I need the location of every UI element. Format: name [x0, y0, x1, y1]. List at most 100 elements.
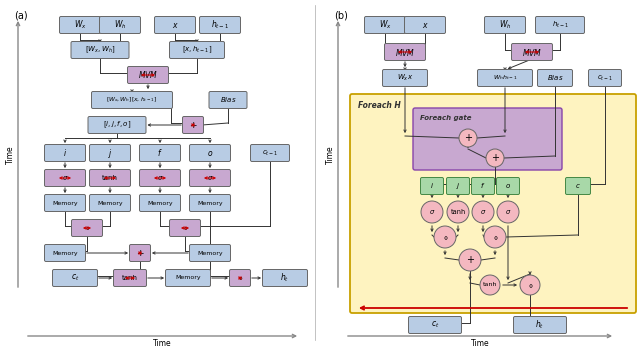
Circle shape: [497, 201, 519, 223]
Text: $j$: $j$: [108, 147, 113, 159]
Text: $\sigma$: $\sigma$: [429, 208, 435, 216]
Text: Memory: Memory: [52, 200, 78, 206]
Text: $h_t$: $h_t$: [536, 319, 545, 331]
Text: $W_h h_{t-1}$: $W_h h_{t-1}$: [493, 73, 517, 82]
Circle shape: [472, 201, 494, 223]
FancyBboxPatch shape: [189, 195, 230, 212]
FancyBboxPatch shape: [408, 316, 461, 333]
FancyBboxPatch shape: [90, 169, 131, 187]
Text: $[x, h_{t-1}]$: $[x, h_{t-1}]$: [182, 45, 212, 55]
Circle shape: [480, 275, 500, 295]
FancyBboxPatch shape: [404, 16, 445, 33]
FancyBboxPatch shape: [413, 108, 562, 170]
Text: $\circ$: $\circ$: [527, 280, 533, 290]
Text: tanh: tanh: [451, 209, 466, 215]
Circle shape: [459, 249, 481, 271]
Text: $MVM$: $MVM$: [522, 47, 542, 57]
Text: $MVM$: $MVM$: [138, 70, 158, 80]
FancyBboxPatch shape: [230, 269, 250, 286]
Circle shape: [447, 201, 469, 223]
Text: tanh: tanh: [483, 283, 497, 287]
Text: $o$: $o$: [207, 149, 213, 158]
FancyBboxPatch shape: [536, 16, 584, 33]
FancyBboxPatch shape: [170, 220, 200, 237]
Text: $W_h$: $W_h$: [114, 19, 126, 31]
FancyBboxPatch shape: [92, 92, 173, 109]
Circle shape: [520, 275, 540, 295]
Text: $j$: $j$: [456, 181, 460, 191]
Text: $f$: $f$: [157, 148, 163, 158]
Text: $c_{t-1}$: $c_{t-1}$: [262, 148, 278, 158]
Text: Foreach H: Foreach H: [358, 101, 401, 110]
FancyBboxPatch shape: [513, 316, 566, 333]
Text: $c_t$: $c_t$: [71, 273, 79, 283]
FancyBboxPatch shape: [200, 16, 241, 33]
Text: $c_{t-1}$: $c_{t-1}$: [597, 73, 613, 82]
FancyBboxPatch shape: [350, 94, 636, 313]
Circle shape: [484, 226, 506, 248]
Text: Memory: Memory: [97, 200, 123, 206]
Text: $f$: $f$: [481, 182, 486, 190]
FancyBboxPatch shape: [140, 169, 180, 187]
FancyBboxPatch shape: [127, 66, 168, 84]
FancyBboxPatch shape: [420, 177, 444, 195]
Text: $\circ$: $\circ$: [182, 223, 188, 232]
Text: Memory: Memory: [52, 251, 78, 255]
FancyBboxPatch shape: [484, 16, 525, 33]
Text: $\circ$: $\circ$: [442, 232, 448, 242]
FancyBboxPatch shape: [140, 195, 180, 212]
Circle shape: [459, 129, 477, 147]
FancyBboxPatch shape: [250, 144, 289, 161]
Text: Memory: Memory: [147, 200, 173, 206]
Text: $W_x x$: $W_x x$: [397, 73, 413, 83]
Text: $c$: $c$: [575, 182, 581, 190]
FancyBboxPatch shape: [497, 177, 520, 195]
FancyBboxPatch shape: [385, 44, 426, 61]
FancyBboxPatch shape: [90, 195, 131, 212]
FancyBboxPatch shape: [182, 117, 204, 134]
Text: Foreach gate: Foreach gate: [420, 115, 472, 121]
FancyBboxPatch shape: [477, 70, 532, 87]
FancyBboxPatch shape: [447, 177, 470, 195]
Text: $[W_x, W_h]$: $[W_x, W_h]$: [84, 45, 115, 55]
Text: $\sigma$: $\sigma$: [207, 174, 213, 182]
Text: Time: Time: [6, 146, 15, 164]
Circle shape: [434, 226, 456, 248]
FancyBboxPatch shape: [189, 245, 230, 261]
FancyBboxPatch shape: [262, 269, 307, 286]
FancyBboxPatch shape: [45, 144, 86, 161]
Text: $h_t$: $h_t$: [280, 272, 289, 284]
Text: $W_x$: $W_x$: [379, 19, 392, 31]
Text: $i$: $i$: [430, 182, 434, 190]
Text: $h_{t-1}$: $h_{t-1}$: [552, 20, 568, 30]
Circle shape: [486, 149, 504, 167]
Text: Memory: Memory: [197, 200, 223, 206]
Text: $\sigma$: $\sigma$: [61, 174, 68, 182]
Text: $\circ$: $\circ$: [84, 223, 90, 232]
Text: +: +: [464, 133, 472, 143]
FancyBboxPatch shape: [45, 195, 86, 212]
FancyBboxPatch shape: [566, 177, 591, 195]
Text: $o$: $o$: [505, 182, 511, 190]
Text: $MVM$: $MVM$: [395, 47, 415, 57]
FancyBboxPatch shape: [45, 245, 86, 261]
Text: $[i, j, f, o]$: $[i, j, f, o]$: [103, 120, 131, 130]
FancyBboxPatch shape: [209, 92, 247, 109]
Text: $W_x$: $W_x$: [74, 19, 86, 31]
Text: $\sigma$: $\sigma$: [480, 208, 486, 216]
Text: $x$: $x$: [422, 21, 428, 30]
Text: +: +: [466, 255, 474, 265]
FancyBboxPatch shape: [365, 16, 406, 33]
Text: $Bias$: $Bias$: [220, 95, 236, 104]
Text: $i$: $i$: [63, 148, 67, 158]
Text: $W_h$: $W_h$: [499, 19, 511, 31]
FancyBboxPatch shape: [189, 144, 230, 161]
FancyBboxPatch shape: [99, 16, 141, 33]
Text: +: +: [491, 153, 499, 163]
Text: Time: Time: [326, 146, 335, 164]
Text: Memory: Memory: [175, 276, 201, 280]
Text: Time: Time: [153, 339, 172, 348]
FancyBboxPatch shape: [170, 41, 225, 58]
FancyBboxPatch shape: [52, 269, 97, 286]
FancyBboxPatch shape: [589, 70, 621, 87]
